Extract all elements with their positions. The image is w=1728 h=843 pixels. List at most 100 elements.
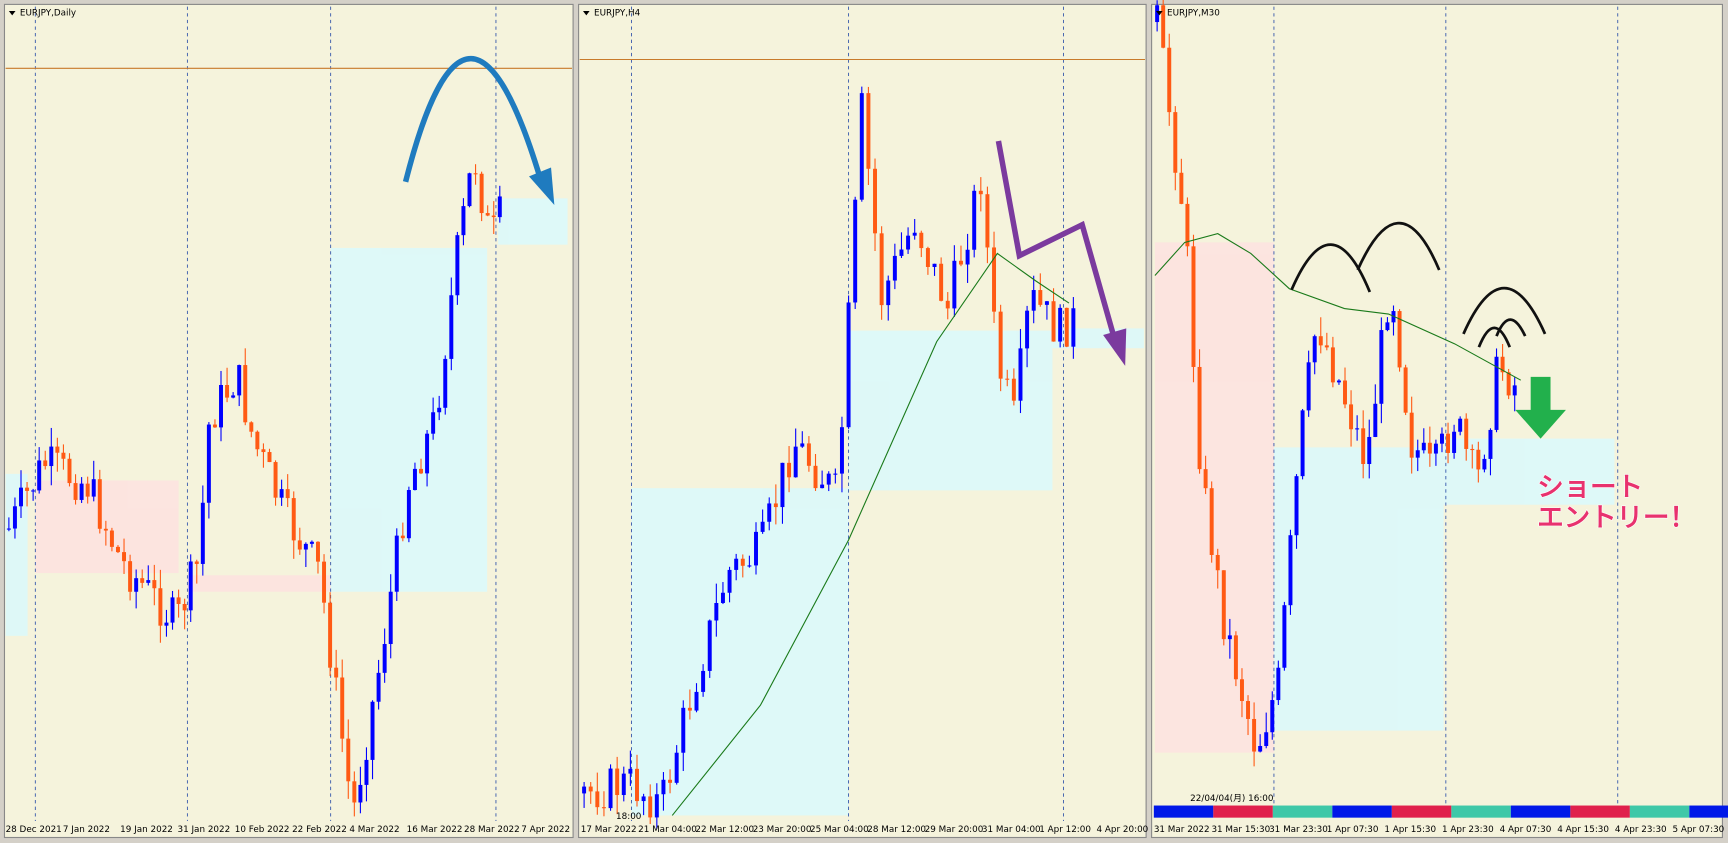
candle-body bbox=[473, 173, 478, 175]
candle-body bbox=[1167, 47, 1172, 113]
candle-body bbox=[1373, 403, 1378, 437]
candle-body bbox=[681, 707, 686, 753]
candle-body bbox=[352, 781, 357, 803]
candle-body bbox=[714, 602, 719, 621]
candle-body bbox=[97, 479, 102, 529]
candle-body bbox=[958, 260, 963, 265]
candle-body bbox=[1018, 348, 1023, 401]
candle-body bbox=[879, 233, 884, 306]
candle-body bbox=[1397, 311, 1402, 368]
candle-body bbox=[661, 779, 666, 795]
candle-body bbox=[19, 487, 23, 507]
x-label: 10 Feb 2022 bbox=[235, 825, 290, 835]
candle-body bbox=[431, 412, 436, 434]
candle-body bbox=[267, 452, 272, 463]
candle-body bbox=[109, 530, 114, 547]
candle-body bbox=[1300, 410, 1305, 477]
candle-body bbox=[1203, 469, 1208, 489]
candle-body bbox=[364, 759, 369, 785]
x-label: 16 Mar 2022 bbox=[407, 825, 463, 835]
candle-body bbox=[1446, 433, 1451, 453]
candle-body bbox=[1161, 5, 1166, 48]
candle-body bbox=[122, 552, 127, 562]
candle-body bbox=[479, 173, 484, 214]
candle-body bbox=[1500, 356, 1505, 373]
candle-body bbox=[412, 468, 417, 491]
candle-body bbox=[309, 541, 314, 544]
x-label: 21 Mar 04:00 bbox=[638, 825, 697, 835]
candle-body bbox=[297, 540, 302, 550]
candle-body bbox=[194, 561, 199, 564]
x-labels: 28 Dec 2021 7 Jan 2022 19 Jan 2022 31 Jan 2… bbox=[6, 825, 1725, 835]
candle-body bbox=[49, 446, 54, 467]
candle-body bbox=[206, 424, 211, 503]
candle-body bbox=[648, 796, 653, 818]
candle-body bbox=[687, 707, 692, 711]
candle-body bbox=[668, 779, 673, 783]
candle-body bbox=[800, 443, 805, 447]
candle-body bbox=[793, 446, 798, 478]
candle-body bbox=[615, 768, 620, 796]
session-segment bbox=[1272, 805, 1333, 818]
candle-body bbox=[1173, 112, 1178, 173]
candle-body bbox=[1324, 345, 1329, 348]
x-label: 29 Mar 20:00 bbox=[925, 825, 984, 835]
candle-body bbox=[37, 460, 42, 491]
candle-body bbox=[939, 263, 944, 301]
candle-body bbox=[833, 473, 838, 475]
candle-body bbox=[1306, 362, 1311, 411]
candle-body bbox=[1215, 554, 1220, 571]
candle-body bbox=[61, 452, 66, 459]
candle-body bbox=[1071, 308, 1076, 347]
candle-body bbox=[1288, 535, 1293, 606]
candle-body bbox=[1011, 378, 1016, 401]
candle-body bbox=[767, 503, 772, 522]
candle-body bbox=[601, 807, 606, 809]
candle-body bbox=[1064, 307, 1069, 347]
candle-body bbox=[1464, 418, 1469, 449]
candle-body bbox=[1349, 404, 1354, 430]
panel-title: EURJPY,H4 bbox=[594, 8, 641, 18]
x-label: 28 Mar 12:00 bbox=[867, 825, 926, 835]
candle-body bbox=[219, 385, 223, 428]
candle-body bbox=[261, 449, 266, 453]
annotation: ショート bbox=[1537, 472, 1643, 503]
candle-body bbox=[754, 531, 758, 566]
candle-body bbox=[1343, 380, 1347, 405]
candle-body bbox=[43, 460, 48, 467]
candle-body bbox=[1355, 428, 1360, 430]
candle-body bbox=[1031, 290, 1036, 311]
candle-body bbox=[1458, 418, 1463, 432]
session-bar bbox=[1153, 805, 1728, 818]
candle-body bbox=[1330, 347, 1335, 383]
candle-body bbox=[406, 490, 411, 539]
x-label: 31 Jan 2022 bbox=[177, 825, 230, 835]
candle-body bbox=[1179, 172, 1184, 204]
x-label: 28 Dec 2021 bbox=[6, 825, 62, 835]
candle-body bbox=[370, 701, 375, 760]
session-segment bbox=[1213, 805, 1273, 818]
moving-average bbox=[1154, 233, 1522, 381]
candle-body bbox=[826, 473, 831, 485]
candle-body bbox=[31, 490, 36, 492]
candle-body bbox=[925, 248, 930, 267]
candle-body bbox=[859, 93, 864, 200]
candle-body bbox=[588, 786, 593, 792]
pattern-drawing bbox=[1290, 222, 1547, 348]
candle-body bbox=[455, 235, 460, 296]
session-segment bbox=[1391, 805, 1452, 818]
arrow-drawing bbox=[402, 55, 545, 186]
candle-body bbox=[243, 365, 248, 423]
candle-body bbox=[892, 255, 897, 281]
candle-body bbox=[328, 602, 333, 668]
session-segment bbox=[1629, 805, 1690, 818]
candle-body bbox=[55, 446, 60, 453]
arrowhead bbox=[529, 167, 555, 205]
candle-body bbox=[813, 465, 818, 489]
x-label: 31 Mar 2022 bbox=[1154, 825, 1210, 835]
candle-body bbox=[67, 458, 72, 484]
panel-bg bbox=[3, 3, 574, 839]
cursor-time: 18:00 bbox=[616, 812, 642, 822]
x-label: 7 Apr 2022 bbox=[521, 825, 570, 835]
